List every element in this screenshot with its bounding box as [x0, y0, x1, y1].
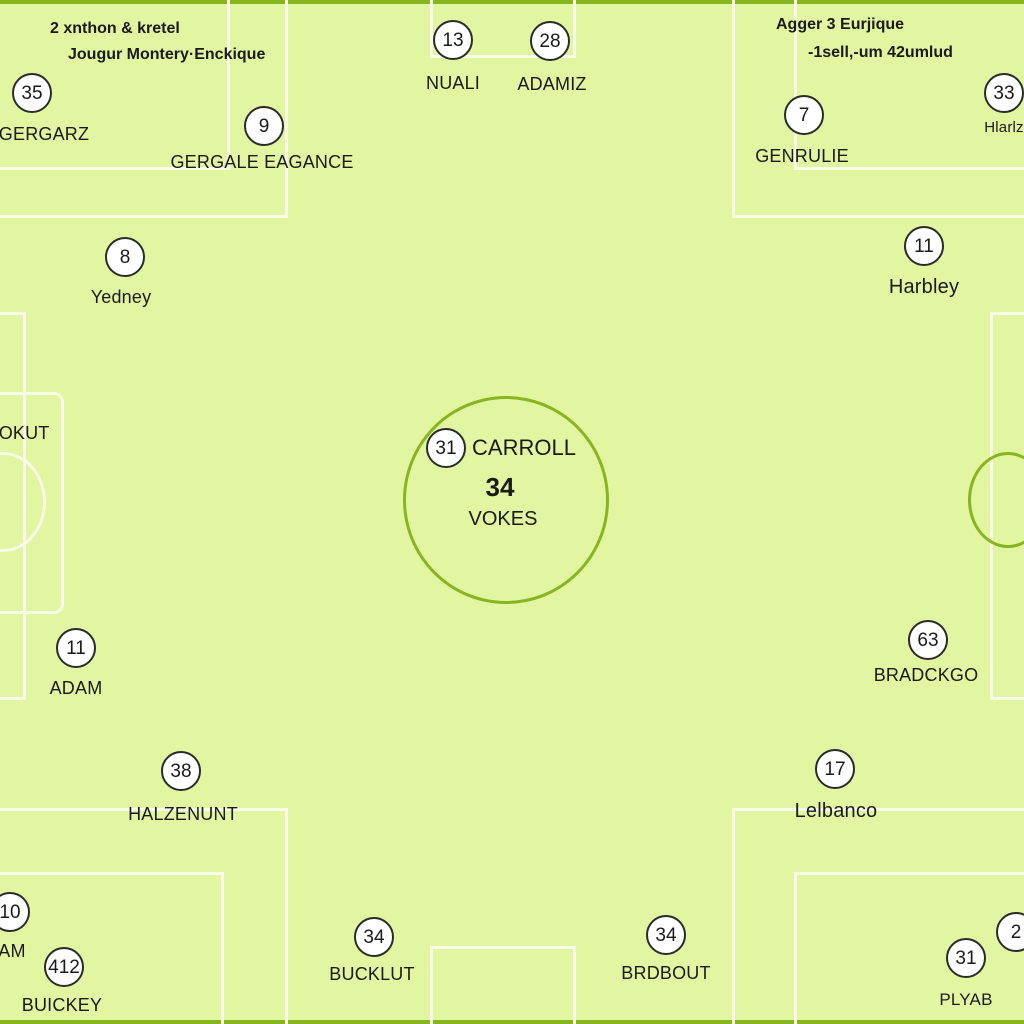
player-token[interactable]: 34	[354, 917, 394, 957]
top-left-box	[0, 0, 288, 218]
player-token[interactable]: 33	[984, 73, 1024, 113]
center-circle	[403, 396, 609, 604]
player-number: 412	[48, 956, 80, 978]
player-number: 38	[170, 760, 192, 782]
top-left-inner-box	[0, 0, 230, 170]
player-token[interactable]: 17	[815, 749, 855, 789]
player-name: Lelbanco	[794, 800, 878, 822]
player-number: 33	[993, 82, 1015, 104]
player-number: 7	[798, 104, 810, 126]
player-number: 17	[824, 758, 846, 780]
player-name: HALZENUNT	[128, 804, 238, 824]
player-token[interactable]: 38	[161, 751, 201, 791]
player-token[interactable]: 9	[244, 106, 284, 146]
player-token[interactable]: 11	[56, 628, 96, 668]
player-number: 11	[66, 637, 86, 659]
player-number: 9	[258, 115, 270, 137]
player-number: 13	[442, 29, 464, 51]
player-name: BRDBOUT	[621, 963, 711, 983]
player-token[interactable]: 34	[646, 915, 686, 955]
player-number: 10	[0, 901, 21, 923]
player-name: Hlarlz	[984, 119, 1024, 136]
player-number: 63	[917, 629, 939, 651]
player-name: Yedney	[90, 287, 152, 307]
center-sub-name: VOKES	[468, 508, 538, 530]
player-name: NUALI	[425, 73, 481, 93]
player-name: BUCKLUT	[329, 964, 415, 984]
header-left-line1: 2 xnthon & kretel	[50, 20, 180, 37]
top-right-inner-box	[794, 0, 1024, 170]
player-name: GERGALE EAGANCE	[170, 152, 354, 172]
center-player-name: CARROLL	[472, 435, 576, 460]
bottom-right-box	[732, 808, 1024, 1024]
player-token[interactable]: 31	[946, 938, 986, 978]
player-token[interactable]: 412	[44, 947, 84, 987]
left-goal-box	[0, 392, 64, 614]
player-token[interactable]: 11	[904, 226, 944, 266]
header-left-line2: Jougur Montery·Enckique	[68, 46, 266, 63]
player-token[interactable]: 63	[908, 620, 948, 660]
player-token[interactable]: 13	[433, 20, 473, 60]
player-token[interactable]: 2	[996, 912, 1024, 952]
player-number: 34	[363, 926, 385, 948]
player-token[interactable]: 35	[12, 73, 52, 113]
player-name: BUICKEY	[21, 995, 103, 1015]
player-number: 2	[1010, 921, 1022, 943]
bottom-right-inner-box	[794, 872, 1024, 1024]
player-name: PLYAB	[939, 990, 993, 1009]
player-token[interactable]: 8	[105, 237, 145, 277]
center-player-token[interactable]: 31	[426, 428, 466, 468]
bottom-center-box	[430, 946, 576, 1024]
player-number: 11	[914, 235, 934, 257]
player-token[interactable]: 7	[784, 95, 824, 135]
player-name: Harbley	[888, 276, 960, 298]
player-name: GERGARZ	[0, 124, 90, 144]
bottom-left-inner-box	[0, 872, 224, 1024]
top-right-box	[732, 0, 1024, 218]
player-name: ADAMIZ	[517, 74, 587, 94]
player-name: BRADCKGO	[873, 665, 979, 685]
player-number: 31	[435, 437, 457, 459]
player-name: GENRULIE	[755, 146, 849, 166]
player-number: 35	[21, 82, 43, 104]
player-name: ADAM	[49, 678, 103, 698]
player-number: 28	[539, 30, 561, 52]
player-number: 31	[955, 947, 977, 969]
top-center-box	[430, 0, 576, 58]
player-name: AM	[0, 941, 26, 961]
player-token[interactable]: 28	[530, 21, 570, 61]
player-number: 8	[119, 246, 131, 268]
bottom-left-box	[0, 808, 288, 1024]
center-big-number: 34	[485, 472, 515, 502]
player-name: BOKUT	[0, 423, 50, 443]
header-right-line1: Agger 3 Eurjique	[776, 16, 905, 33]
header-right-line2: -1sell,-um 42umlud	[808, 44, 953, 61]
player-number: 34	[655, 924, 677, 946]
